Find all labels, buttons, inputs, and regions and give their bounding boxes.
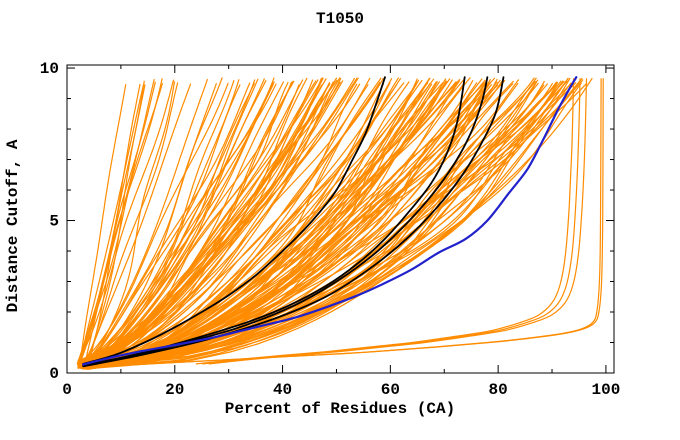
ensemble-outlier-curve — [90, 78, 604, 369]
x-tick-label: 40 — [273, 381, 292, 399]
ensemble-curve — [79, 84, 127, 364]
chart-title: T1050 — [316, 10, 364, 28]
ensemble-curve — [78, 77, 275, 361]
ensemble-curve — [80, 82, 229, 362]
ensemble-curve — [82, 78, 418, 367]
ensemble-curve — [80, 82, 588, 367]
y-tick-label: 5 — [49, 213, 59, 231]
ensemble-curve — [78, 83, 277, 368]
reference-curve — [82, 76, 386, 365]
ensemble-curve — [77, 83, 369, 367]
ensemble-curve — [83, 78, 492, 368]
ensemble-curve — [85, 79, 240, 364]
reference-curve — [82, 76, 505, 368]
ensemble-curve — [78, 81, 289, 363]
ensemble-curve — [87, 78, 327, 366]
ensemble-curve — [78, 78, 163, 365]
ensemble-curve — [86, 80, 447, 362]
ensemble-curve — [77, 79, 175, 364]
x-tick-label: 100 — [592, 381, 621, 399]
plot-frame — [66, 64, 615, 374]
ensemble-curve — [82, 77, 308, 366]
highlight-curve — [82, 76, 578, 366]
ensemble-curve — [79, 79, 314, 369]
y-axis-label: Distance Cutoff, A — [4, 139, 22, 312]
ensemble-curve — [85, 82, 583, 365]
ensemble-curve — [82, 83, 192, 368]
ensemble-curve — [79, 77, 342, 361]
x-tick-label: 80 — [489, 381, 508, 399]
ensemble-curve — [83, 78, 498, 361]
y-tick-label: 0 — [49, 365, 59, 383]
ensemble-curve — [84, 80, 344, 364]
ensemble-curve — [81, 80, 568, 365]
ensemble-curve — [82, 82, 554, 363]
curves-layer — [76, 76, 604, 370]
ensemble-curve — [85, 78, 209, 361]
ensemble-curve — [81, 77, 471, 369]
ensemble-curve — [77, 84, 145, 369]
x-tick-label: 60 — [381, 381, 400, 399]
ensemble-curve — [82, 79, 520, 361]
ensemble-curve — [86, 81, 457, 370]
ensemble-curve — [87, 77, 358, 366]
ensemble-curve — [82, 82, 391, 366]
ensemble-curve — [86, 83, 330, 369]
ensemble-curve — [81, 78, 266, 367]
ensemble-curve — [82, 77, 223, 366]
ensemble-curve — [88, 78, 447, 370]
y-tick-label: 10 — [40, 60, 59, 78]
ensemble-curve — [84, 84, 241, 365]
ensemble-curve — [85, 77, 323, 365]
ensemble-curve — [82, 82, 218, 367]
ensemble-curve — [79, 79, 319, 363]
axes-frame-layer: 0 20 40 60 80 100 0 5 10 — [40, 60, 621, 399]
ensemble-curve — [79, 80, 267, 368]
ensemble-curve — [84, 84, 146, 365]
x-axis-label: Percent of Residues (CA) — [225, 400, 455, 418]
ensemble-curve — [81, 81, 418, 363]
ensemble-curve — [80, 81, 410, 367]
ensemble-curve — [86, 83, 433, 365]
ensemble-curve — [80, 79, 304, 368]
ensemble-curve — [83, 82, 179, 362]
ensemble-curve — [76, 81, 156, 365]
ensemble-curve — [83, 83, 380, 362]
x-tick-label: 20 — [165, 381, 184, 399]
ensemble-outlier-curve — [208, 78, 588, 365]
ensemble-curve — [80, 80, 474, 365]
ensemble-curve — [86, 77, 400, 366]
ensemble-curve — [83, 83, 361, 363]
ensemble-curve — [86, 82, 558, 368]
ensemble-curve — [84, 78, 155, 363]
ensemble-curve — [79, 81, 491, 363]
x-tick-label: 0 — [62, 381, 72, 399]
ensemble-curve — [79, 79, 501, 362]
